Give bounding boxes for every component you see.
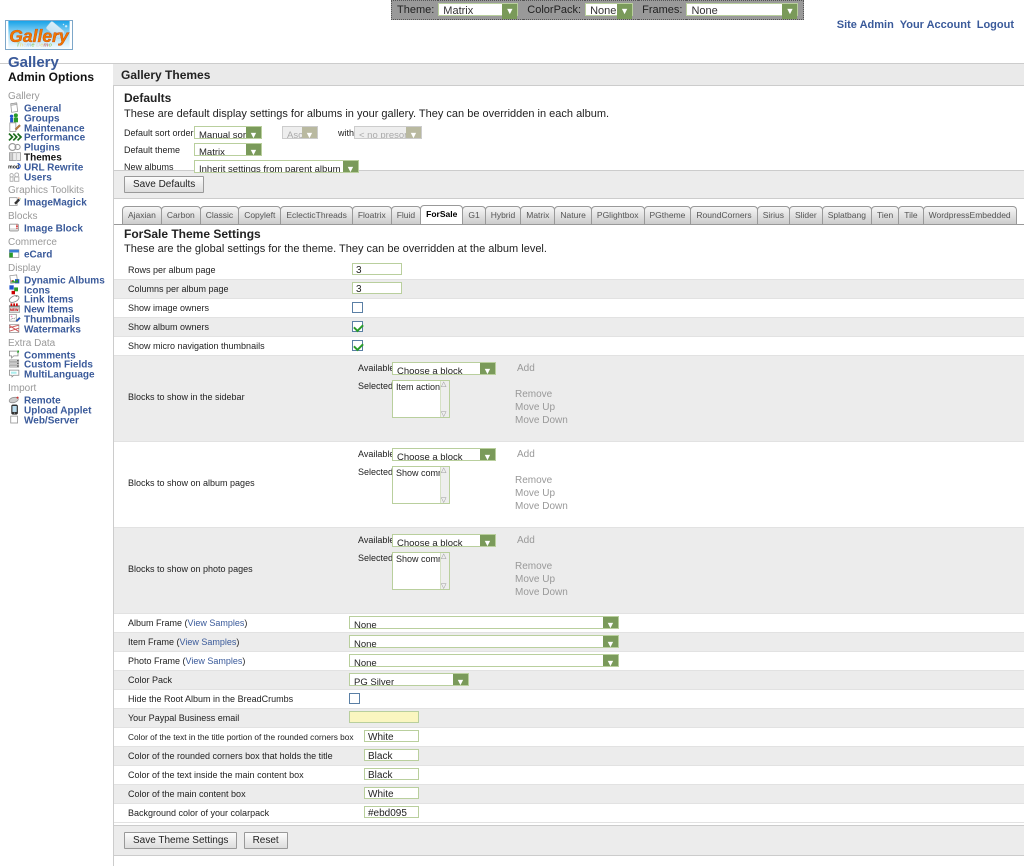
svg-text:Theme Demo: Theme Demo [16,42,52,48]
svg-text:NEW: NEW [10,308,19,312]
